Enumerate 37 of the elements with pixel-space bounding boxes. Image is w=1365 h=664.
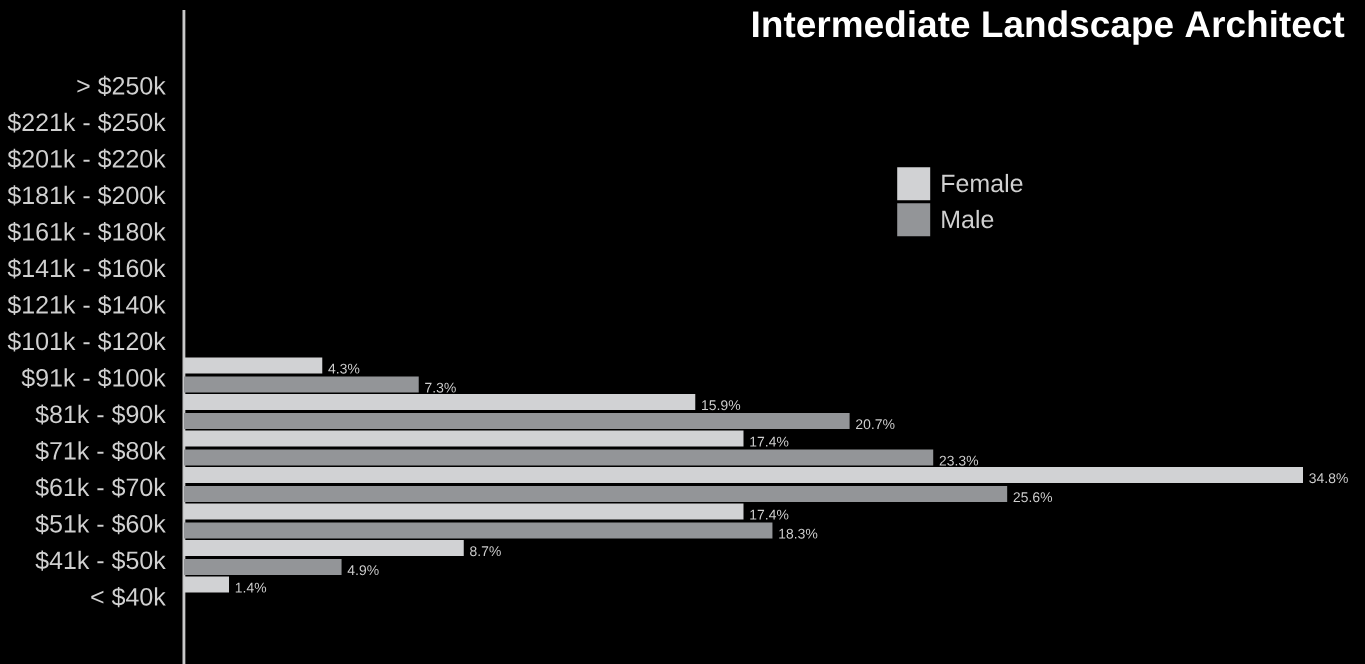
y-tick-label: $71k - $80k xyxy=(35,440,166,462)
y-tick-label: $121k - $140k xyxy=(7,294,166,316)
y-tick-label: $101k - $120k xyxy=(7,331,166,352)
data-label: 25.6% xyxy=(1013,492,1053,503)
y-tick-label: $221k - $250k xyxy=(7,112,166,133)
y-tick-label: $81k - $90k xyxy=(35,404,166,425)
y-tick-label: $141k - $160k xyxy=(7,258,166,279)
bar xyxy=(184,522,773,539)
y-tick-label: $41k - $50k xyxy=(35,550,166,571)
data-label: 4.9% xyxy=(347,565,379,576)
y-tick-label: $51k - $60k xyxy=(35,513,166,535)
chart-title: Intermediate Landscape Architect xyxy=(753,10,1345,45)
y-tick-label: $201k - $220k xyxy=(7,148,166,170)
data-label: 7.3% xyxy=(425,382,456,393)
data-label: 20.7% xyxy=(856,419,895,430)
data-label: 4.3% xyxy=(328,363,360,374)
y-tick-label: $61k - $70k xyxy=(35,477,166,498)
data-label: 17.4% xyxy=(750,509,789,520)
y-tick-label: $181k - $200k xyxy=(7,185,166,206)
data-label: 34.8% xyxy=(1309,473,1348,484)
data-label: 15.9% xyxy=(702,400,741,411)
legend-label: Male xyxy=(942,209,994,229)
y-tick-label: > $250k xyxy=(77,75,166,97)
data-label: 23.3% xyxy=(939,455,979,466)
y-tick-label: $161k - $180k xyxy=(7,221,166,243)
data-label: 1.4% xyxy=(235,582,267,593)
data-label: 17.4% xyxy=(750,436,789,447)
bar xyxy=(184,559,342,575)
legend-label: Female xyxy=(942,173,1023,193)
y-tick-label: < $40k xyxy=(91,586,166,608)
data-label: 8.7% xyxy=(470,546,501,557)
y-tick-label: $91k - $100k xyxy=(21,367,166,389)
bar xyxy=(184,376,419,393)
bar xyxy=(184,413,850,429)
bar xyxy=(184,449,934,466)
bar xyxy=(184,486,1008,502)
data-label: 18.3% xyxy=(779,528,818,539)
